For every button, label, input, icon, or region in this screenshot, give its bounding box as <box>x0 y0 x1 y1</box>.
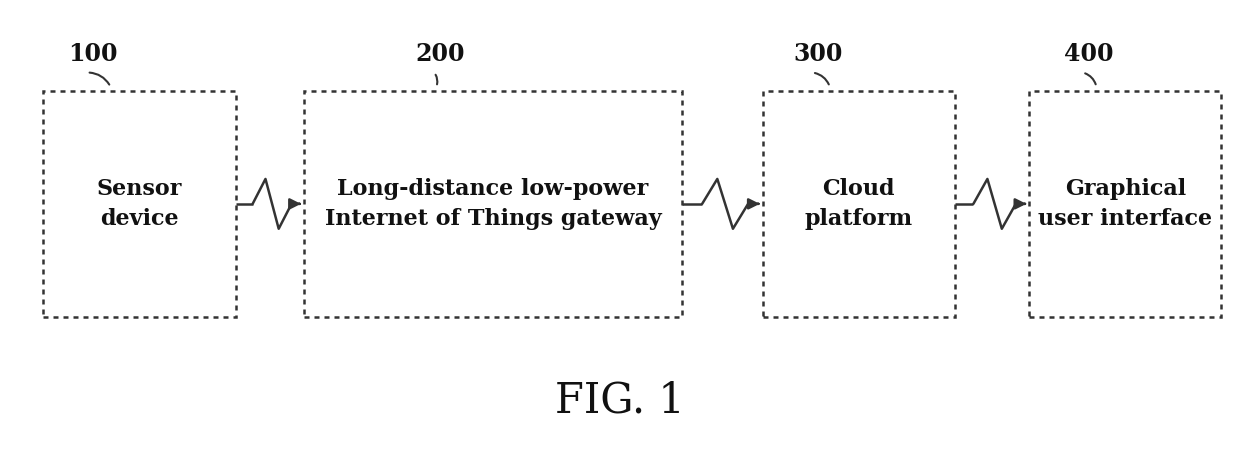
Text: FIG. 1: FIG. 1 <box>556 379 684 421</box>
FancyBboxPatch shape <box>304 91 682 317</box>
Text: 300: 300 <box>794 42 843 66</box>
FancyArrowPatch shape <box>815 73 828 84</box>
Text: 200: 200 <box>415 42 465 66</box>
FancyBboxPatch shape <box>763 91 955 317</box>
Text: 400: 400 <box>1064 42 1114 66</box>
FancyBboxPatch shape <box>43 91 236 317</box>
FancyArrowPatch shape <box>435 75 438 84</box>
Text: Long-distance low-power
Internet of Things gateway: Long-distance low-power Internet of Thin… <box>325 178 661 230</box>
Text: Cloud
platform: Cloud platform <box>805 178 913 230</box>
FancyArrowPatch shape <box>1085 73 1096 84</box>
Text: Sensor
device: Sensor device <box>97 178 182 230</box>
Text: Graphical
user interface: Graphical user interface <box>1038 178 1213 230</box>
FancyArrowPatch shape <box>89 72 109 85</box>
Text: 100: 100 <box>68 42 118 66</box>
FancyBboxPatch shape <box>1029 91 1221 317</box>
